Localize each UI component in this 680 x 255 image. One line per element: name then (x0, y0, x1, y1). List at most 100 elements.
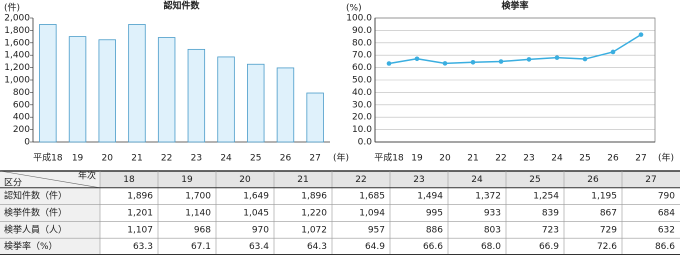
y-tick-label: 40.0 (352, 88, 372, 98)
y-tick-label: 200 (13, 125, 30, 135)
y-tick-label: 80.0 (352, 38, 372, 48)
table-cell: 886 (426, 225, 443, 235)
table-cell: 64.9 (365, 242, 385, 252)
table-cell: 839 (542, 209, 559, 219)
y-axis-label: (件) (4, 2, 20, 14)
y-tick-label: 90.0 (352, 26, 372, 36)
bar (157, 37, 176, 143)
table-cell: 632 (658, 225, 675, 235)
table-cell: 684 (658, 209, 675, 219)
table-cell: 1,140 (185, 209, 211, 219)
table-cell: 67.1 (191, 242, 211, 252)
bar (128, 24, 146, 143)
x-tick-label: 20 (439, 154, 451, 164)
table-cell: 867 (600, 209, 617, 219)
bar (217, 56, 235, 143)
point (414, 56, 420, 62)
y-tick-label: 1,800 (4, 26, 30, 36)
table-cell: 1,649 (243, 192, 269, 202)
table-cell: 1,254 (533, 192, 559, 202)
table-cell: 790 (658, 192, 675, 202)
y-tick-label: 10.0 (352, 125, 372, 135)
table-cell: 66.9 (539, 242, 559, 252)
x-tick-label: 平成18 (33, 152, 63, 164)
table-cell: 64.3 (307, 242, 327, 252)
y-tick-label: 50.0 (352, 76, 372, 86)
y-tick-label: 2,000 (4, 14, 30, 24)
table-header-bg (0, 171, 680, 188)
column-header: 19 (181, 175, 193, 185)
point (386, 61, 392, 66)
y-tick-label: 20.0 (352, 113, 372, 123)
point (470, 59, 476, 65)
point (554, 55, 560, 60)
bar (306, 92, 324, 143)
bar (39, 24, 57, 143)
y-tick-label: 0.0 (358, 138, 373, 148)
table-cell: 1,896 (127, 192, 153, 202)
table-cell: 68.0 (481, 242, 501, 252)
row-label: 検挙件数（件） (4, 207, 67, 219)
x-tick-label: 27 (309, 154, 320, 164)
column-header: 26 (587, 175, 599, 185)
line (388, 33, 642, 65)
table-cell: 1,094 (359, 209, 385, 219)
bar (187, 48, 206, 143)
row-label: 検挙率（%） (4, 240, 58, 252)
table-cell: 1,896 (301, 192, 327, 202)
table-cell: 803 (484, 225, 501, 235)
x-tick-label: 23 (523, 154, 534, 164)
x-tick-label: 23 (191, 154, 202, 164)
table-cell: 1,201 (127, 209, 153, 219)
point (498, 59, 504, 64)
column-header: 22 (355, 175, 366, 185)
table-cell: 1,700 (185, 192, 211, 202)
point (442, 61, 448, 66)
table-cell: 1,685 (359, 192, 385, 202)
row-label: 検挙人員（人） (4, 223, 67, 235)
table-cell: 723 (542, 225, 559, 235)
table-cell: 1,195 (591, 192, 617, 202)
x-tick-label: 22 (495, 154, 506, 164)
table-cell: 1,494 (417, 192, 443, 202)
x-tick-label: 21 (467, 154, 478, 164)
table-cell: 1,045 (243, 209, 269, 219)
table-cell: 729 (600, 225, 617, 235)
row-label: 認知件数（件） (4, 190, 67, 202)
chart-title: 認知件数 (163, 0, 200, 12)
table-cell: 86.6 (655, 242, 675, 252)
y-axis-label: (%) (346, 4, 362, 14)
x-tick-label: 24 (220, 154, 232, 164)
y-tick-label: 100.0 (346, 14, 372, 24)
corner-diagonal (0, 170, 101, 189)
column-header: 21 (297, 175, 308, 185)
point (610, 49, 616, 55)
table-cell: 957 (368, 225, 385, 235)
x-tick-label: 21 (131, 154, 142, 164)
point (526, 57, 532, 62)
bar (68, 36, 87, 143)
y-tick-label: 1,000 (4, 76, 30, 86)
table-cell: 66.6 (423, 242, 443, 252)
point (582, 56, 588, 62)
column-header: 27 (645, 175, 656, 185)
x-axis-unit: (年) (333, 152, 349, 164)
corner-top: 年次 (78, 170, 96, 182)
x-tick-label: 24 (551, 154, 563, 164)
y-tick-label: 30.0 (352, 100, 372, 110)
corner-bottom: 区分 (4, 178, 22, 189)
table-cell: 995 (426, 209, 443, 219)
point (638, 32, 644, 37)
table-cell: 968 (194, 225, 211, 235)
column-header: 24 (471, 175, 483, 185)
table-cell: 72.6 (597, 242, 617, 252)
column-header: 18 (123, 175, 135, 185)
table-cell: 63.4 (249, 242, 269, 252)
y-tick-label: 1,200 (4, 63, 30, 73)
y-tick-label: 400 (13, 113, 30, 123)
table-cell: 1,372 (475, 192, 501, 202)
table-cell: 1,072 (301, 225, 327, 235)
chart-title: 検挙率 (501, 0, 528, 12)
bar (98, 39, 116, 143)
